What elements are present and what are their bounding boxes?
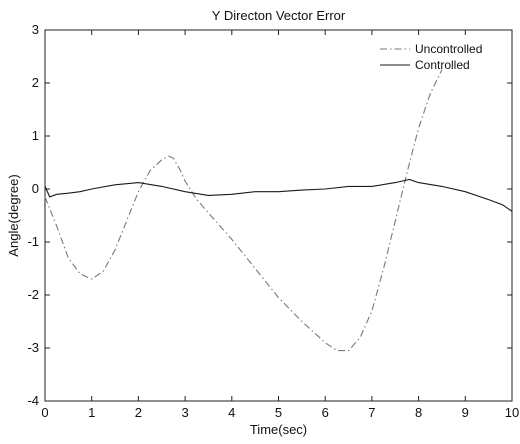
series-line-controlled — [44, 178, 513, 212]
y-axis-label: Angle(degree) — [6, 174, 21, 256]
y-tick-label: -3 — [27, 340, 39, 355]
y-tick-label: 0 — [32, 181, 39, 196]
legend-label: Uncontrolled — [415, 42, 482, 56]
x-tick-label: 5 — [275, 405, 282, 420]
axis-ticks: 0 1 2 3 4 5 6 7 8 9 10 -4 -3 -2 -1 0 1 2 3 — [27, 22, 519, 420]
series-line-uncontrolled — [44, 69, 443, 352]
x-axis-label: Time(sec) — [250, 422, 307, 437]
x-tick-label: 0 — [41, 405, 48, 420]
legend-label: Controlled — [415, 58, 470, 72]
y-tick-label: 1 — [32, 128, 39, 143]
y-tick-label: -2 — [27, 287, 39, 302]
x-tick-label: 4 — [228, 405, 235, 420]
legend: Uncontrolled Controlled — [380, 42, 482, 72]
y-tick-label: -1 — [27, 234, 39, 249]
x-tick-label: 10 — [505, 405, 519, 420]
x-tick-label: 7 — [368, 405, 375, 420]
y-tick-label: 2 — [32, 75, 39, 90]
y-tick-label: 3 — [32, 22, 39, 37]
series-layer — [44, 69, 513, 352]
x-tick-label: 1 — [88, 405, 95, 420]
chart-title: Y Directon Vector Error — [212, 8, 346, 23]
x-tick-label: 8 — [415, 405, 422, 420]
x-tick-label: 2 — [135, 405, 142, 420]
x-tick-label: 9 — [462, 405, 469, 420]
x-tick-label: 3 — [181, 405, 188, 420]
y-tick-label: -4 — [27, 393, 39, 408]
x-tick-label: 6 — [322, 405, 329, 420]
plot-frame — [44, 29, 513, 402]
